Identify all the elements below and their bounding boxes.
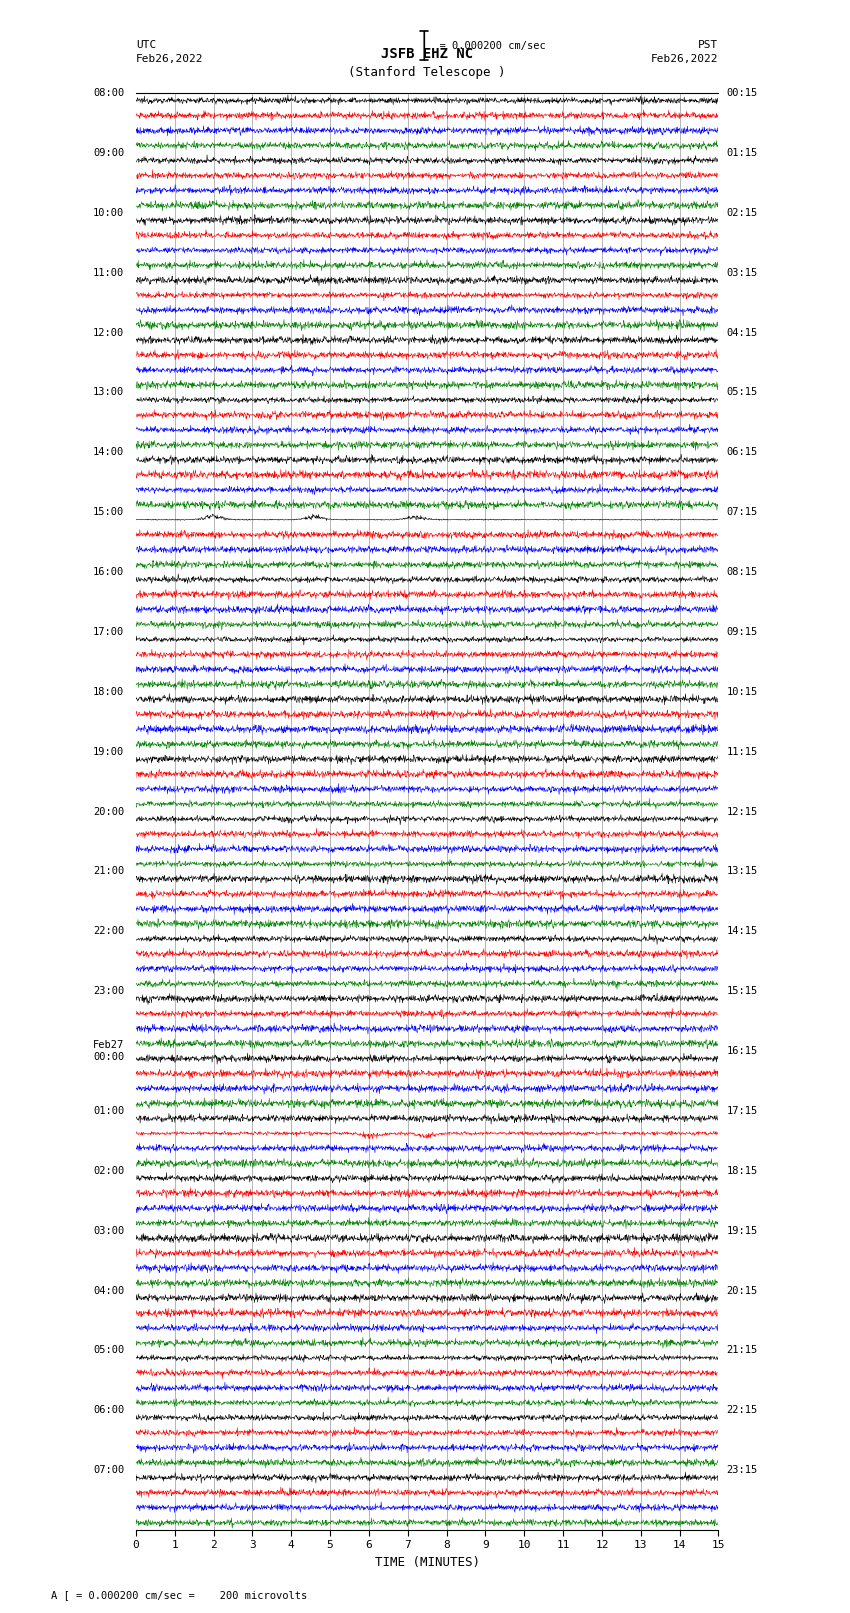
- Text: = 0.000200 cm/sec: = 0.000200 cm/sec: [428, 40, 546, 50]
- Text: 20:15: 20:15: [726, 1286, 757, 1295]
- Text: 14:15: 14:15: [726, 926, 757, 936]
- Text: Feb27
00:00: Feb27 00:00: [93, 1040, 124, 1061]
- Text: 15:00: 15:00: [93, 506, 124, 518]
- Text: 09:00: 09:00: [93, 148, 124, 158]
- Text: 09:15: 09:15: [726, 627, 757, 637]
- Text: 00:15: 00:15: [726, 89, 757, 98]
- Text: 13:15: 13:15: [726, 866, 757, 876]
- Text: 17:00: 17:00: [93, 627, 124, 637]
- Text: 16:00: 16:00: [93, 568, 124, 577]
- Text: 05:15: 05:15: [726, 387, 757, 397]
- Text: 02:00: 02:00: [93, 1166, 124, 1176]
- Text: 23:15: 23:15: [726, 1465, 757, 1476]
- Text: (Stanford Telescope ): (Stanford Telescope ): [348, 66, 506, 79]
- Text: 13:00: 13:00: [93, 387, 124, 397]
- Text: 11:15: 11:15: [726, 747, 757, 756]
- Text: 18:00: 18:00: [93, 687, 124, 697]
- Text: 03:15: 03:15: [726, 268, 757, 277]
- Text: 08:15: 08:15: [726, 568, 757, 577]
- Text: 22:15: 22:15: [726, 1405, 757, 1415]
- X-axis label: TIME (MINUTES): TIME (MINUTES): [375, 1557, 479, 1569]
- Text: 06:00: 06:00: [93, 1405, 124, 1415]
- Text: 21:15: 21:15: [726, 1345, 757, 1355]
- Text: 03:00: 03:00: [93, 1226, 124, 1236]
- Text: 02:15: 02:15: [726, 208, 757, 218]
- Text: 10:15: 10:15: [726, 687, 757, 697]
- Text: 19:15: 19:15: [726, 1226, 757, 1236]
- Text: Feb26,2022: Feb26,2022: [651, 55, 718, 65]
- Text: PST: PST: [698, 40, 718, 50]
- Text: 04:15: 04:15: [726, 327, 757, 337]
- Text: 20:00: 20:00: [93, 806, 124, 816]
- Text: 19:00: 19:00: [93, 747, 124, 756]
- Text: 01:15: 01:15: [726, 148, 757, 158]
- Text: 16:15: 16:15: [726, 1045, 757, 1057]
- Text: 12:15: 12:15: [726, 806, 757, 816]
- Text: 18:15: 18:15: [726, 1166, 757, 1176]
- Text: 10:00: 10:00: [93, 208, 124, 218]
- Text: JSFB EHZ NC: JSFB EHZ NC: [381, 47, 473, 61]
- Text: 23:00: 23:00: [93, 986, 124, 997]
- Text: 17:15: 17:15: [726, 1107, 757, 1116]
- Text: 22:00: 22:00: [93, 926, 124, 936]
- Text: 12:00: 12:00: [93, 327, 124, 337]
- Text: 01:00: 01:00: [93, 1107, 124, 1116]
- Text: 06:15: 06:15: [726, 447, 757, 458]
- Text: 04:00: 04:00: [93, 1286, 124, 1295]
- Text: 05:00: 05:00: [93, 1345, 124, 1355]
- Text: 07:00: 07:00: [93, 1465, 124, 1476]
- Text: A [ = 0.000200 cm/sec =    200 microvolts: A [ = 0.000200 cm/sec = 200 microvolts: [51, 1590, 307, 1600]
- Text: Feb26,2022: Feb26,2022: [136, 55, 203, 65]
- Text: 11:00: 11:00: [93, 268, 124, 277]
- Text: 08:00: 08:00: [93, 89, 124, 98]
- Text: 14:00: 14:00: [93, 447, 124, 458]
- Text: UTC: UTC: [136, 40, 156, 50]
- Text: 07:15: 07:15: [726, 506, 757, 518]
- Text: 21:00: 21:00: [93, 866, 124, 876]
- Text: 15:15: 15:15: [726, 986, 757, 997]
